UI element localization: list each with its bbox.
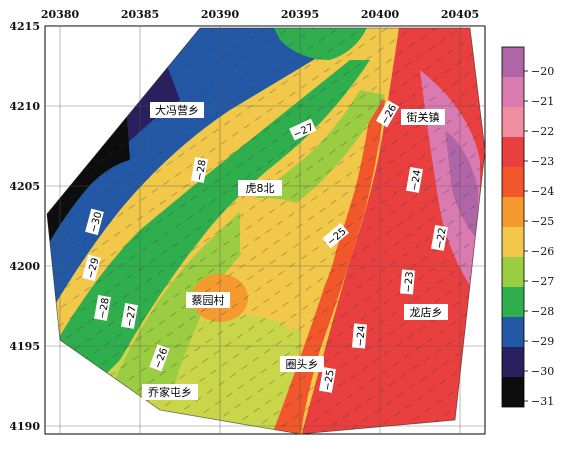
contour-label: −29: [85, 257, 101, 280]
colorbar-tick-label: −21: [531, 95, 554, 108]
colorbar-swatch: [502, 137, 524, 167]
y-tick-label: 4210: [9, 100, 40, 113]
contour-label: −25: [322, 369, 336, 392]
contour-labels: −30 −29 −28 −28 −27 −27 −26 −26 −25 −25 …: [82, 100, 449, 393]
colorbar-tick-label: −24: [531, 185, 554, 198]
y-tick-label: 4195: [9, 340, 40, 353]
place-labels: 大冯营乡 街关镇 虎8北 蔡园村 龙店乡 圈头乡 乔家屯乡: [142, 102, 448, 400]
colorbar-tick-label: −28: [531, 305, 554, 318]
colorbar: −20 −21 −22 −23 −24 −25 −26 −27 −28 −29 −30 −31: [501, 46, 554, 408]
colorbar-swatch: [502, 107, 524, 137]
colorbar-frame: [501, 46, 525, 408]
colorbar-tick-label: −26: [531, 245, 554, 258]
colorbar-swatch: [502, 257, 524, 287]
colorbar-swatch: [502, 347, 524, 377]
place-label-hu8bei: 虎8北: [246, 182, 275, 195]
x-axis-ticks: 20380 20385 20390 20395 20400 20405: [41, 8, 479, 21]
colorbar-tick-label: −29: [531, 335, 554, 348]
colorbar-swatch: [502, 227, 524, 257]
place-label-dafengying: 大冯营乡: [155, 103, 199, 117]
x-tick-label: 20400: [361, 8, 400, 21]
survey-boundary: [46, 27, 486, 435]
y-axis-ticks: 4215 4210 4205 4200 4195 4190: [9, 20, 40, 433]
x-tick-label: 20395: [281, 8, 319, 21]
contour-label: −24: [409, 169, 423, 192]
x-tick-label: 20380: [41, 8, 80, 21]
x-tick-label: 20385: [121, 8, 159, 21]
y-tick-label: 4190: [9, 420, 40, 433]
colorbar-tick-label: −25: [531, 215, 554, 228]
y-tick-label: 4215: [9, 20, 40, 33]
colorbar-swatch: [502, 377, 524, 407]
place-label-longdianxiang: 龙店乡: [410, 305, 443, 319]
surface-layer: [47, 28, 485, 434]
colorbar-tick-label: −27: [531, 275, 554, 288]
contour-label: −27: [124, 305, 138, 328]
place-label-caiyuancun: 蔡园村: [192, 293, 225, 307]
contour-label: −28: [194, 159, 208, 182]
colorbar-tick-label: −23: [531, 155, 554, 168]
y-tick-label: 4205: [9, 180, 40, 193]
contour-label: −23: [403, 271, 416, 293]
colorbar-tick-label: −20: [531, 65, 554, 78]
colorbar-tick-label: −22: [531, 125, 554, 138]
place-label-qiaojiatunxiang: 乔家屯乡: [148, 385, 192, 399]
colorbar-tick-label: −31: [531, 395, 554, 408]
contour-label: −24: [355, 325, 368, 347]
place-label-quantouxiang: 圈头乡: [286, 358, 319, 371]
y-tick-label: 4200: [9, 260, 40, 273]
colorbar-tick-label: −30: [531, 365, 554, 378]
colorbar-swatch: [502, 77, 524, 107]
place-label-jieguanzhen: 街关镇: [407, 110, 440, 124]
colorbar-swatch: [502, 167, 524, 197]
contour-label: −22: [434, 227, 448, 250]
colorbar-swatch: [502, 287, 524, 317]
colorbar-swatch: [502, 317, 524, 347]
colorbar-swatch: [502, 47, 524, 77]
x-tick-label: 20405: [441, 8, 479, 21]
contour-label: −28: [97, 297, 111, 320]
x-tick-label: 20390: [201, 8, 240, 21]
contour-label: −30: [88, 211, 104, 234]
colorbar-swatch: [502, 197, 524, 227]
